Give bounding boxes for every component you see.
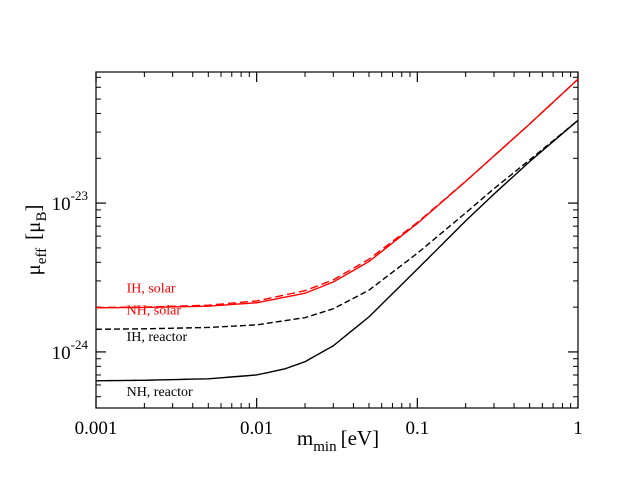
x-axis-title-unit: [eV] [341, 426, 379, 450]
plot-frame [95, 71, 579, 409]
y-axis-title-unit-open: [μ [21, 222, 45, 240]
minor-ticks [96, 72, 578, 408]
x-axis-title: mmin [eV] [297, 426, 379, 455]
series-line-ih-solar [95, 78, 579, 309]
y-axis-title-unit-close: ] [21, 205, 45, 212]
x-tick-labels: 0.001 0.01 0.1 1 [75, 418, 583, 439]
curve-label: NH, reactor [127, 385, 193, 400]
major-ticks [95, 72, 579, 408]
y-axis-title-sub: eff [34, 248, 50, 264]
x-tick-label: 0.1 [405, 418, 429, 439]
series-line-nh-solar [95, 78, 579, 309]
y-tick-label: 10-23 [52, 188, 88, 215]
series-line-ih-reactor [95, 119, 579, 330]
y-tick-base: 10 [52, 343, 71, 364]
series-layer [95, 78, 579, 382]
series-line-nh-reactor [95, 119, 579, 382]
y-tick-exp: -23 [71, 188, 88, 203]
y-tick-label: 10-24 [52, 337, 89, 364]
x-tick-label: 0.001 [75, 418, 118, 439]
curve-label: NH, solar [127, 304, 182, 319]
x-tick-label: 1 [573, 418, 583, 439]
x-axis-title-sub: min [313, 439, 337, 455]
y-axis-title-unit-sub: B [34, 212, 50, 222]
curve-label: IH, reactor [127, 330, 188, 345]
x-axis-title-main: m [297, 426, 313, 450]
y-axis-title-main: μ [21, 264, 45, 275]
y-tick-base: 10 [52, 194, 71, 215]
y-tick-exp: -24 [71, 337, 89, 352]
y-axis-title: μeff [μB] [21, 205, 50, 276]
annotations: IH, solar NH, solar IH, reactor NH, reactor [127, 282, 193, 400]
curve-label: IH, solar [127, 282, 176, 297]
x-tick-label: 0.01 [240, 418, 273, 439]
